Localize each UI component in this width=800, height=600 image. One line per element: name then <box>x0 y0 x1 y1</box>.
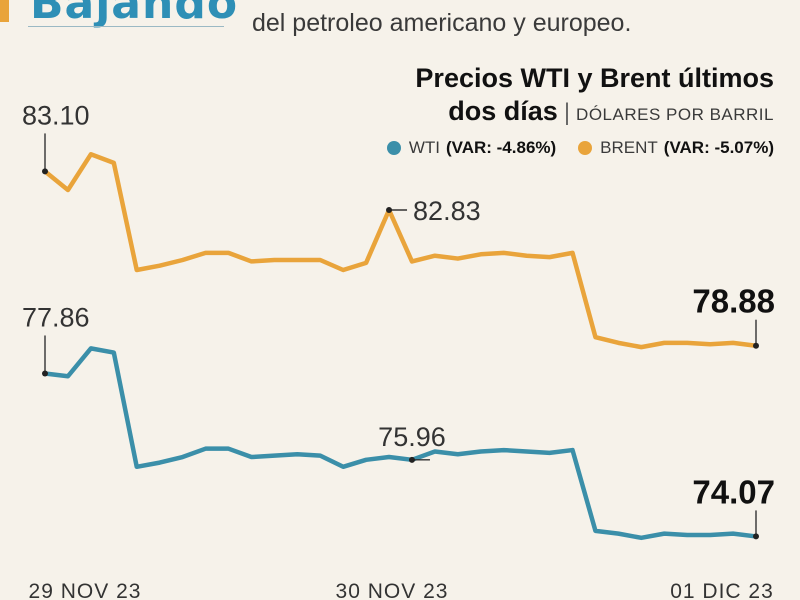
legend-var-wti: (VAR: -4.86%) <box>445 138 557 157</box>
legend-item-brent: BRENT (VAR: -5.07%) <box>578 138 774 158</box>
headline-divider <box>28 26 224 27</box>
annotation-label-wti-0: 77.86 <box>22 302 90 332</box>
annotation-label-wti-16: 75.96 <box>378 422 446 452</box>
legend: WTI (VAR: -4.86%) BRENT (VAR: -5.07%) <box>386 138 774 158</box>
wti-dot-icon <box>386 141 401 155</box>
annotation-dot-wti-0 <box>42 370 48 377</box>
chart-units: DÓLARES POR BARRIL <box>576 105 774 124</box>
legend-label-brent: BRENT <box>600 138 658 157</box>
annotation-dot-wti-16 <box>408 456 415 463</box>
annotation-dot-wti-31 <box>753 533 759 540</box>
series-line-wti <box>42 346 759 541</box>
x-tick-label-2: 01 DIC 23 <box>670 580 774 600</box>
annotation-dot-brent-31 <box>753 342 759 349</box>
legend-item-wti: WTI (VAR: -4.86%) <box>386 138 557 158</box>
annotation-label-brent-0: 83.10 <box>22 100 90 130</box>
legend-label-wti: WTI <box>408 138 440 157</box>
accent-bar <box>0 0 9 22</box>
series-line-brent <box>42 152 759 350</box>
chart-title-line2-text: dos días <box>448 96 558 126</box>
chart-title-line1: Precios WTI y Brent últimos <box>415 63 774 93</box>
x-tick-label-1: 30 NOV 23 <box>336 580 449 600</box>
title-separator: | <box>563 99 571 126</box>
brent-dot-icon <box>578 141 593 155</box>
annotation-dot-brent-0 <box>42 168 48 175</box>
annotation-label-wti-31: 74.07 <box>692 473 775 510</box>
chart-title-line2: dos días | DÓLARES POR BARRIL <box>448 96 774 127</box>
annotation-label-brent-31: 78.88 <box>692 283 775 320</box>
legend-var-brent: (VAR: -5.07%) <box>663 138 774 157</box>
subtitle: del petroleo americano y europeo. <box>252 9 632 37</box>
x-tick-label-0: 29 NOV 23 <box>29 580 142 600</box>
headline: Bajando <box>30 0 239 29</box>
annotation-label-brent-15: 82.83 <box>413 196 481 226</box>
annotation-dot-brent-15 <box>386 207 393 213</box>
